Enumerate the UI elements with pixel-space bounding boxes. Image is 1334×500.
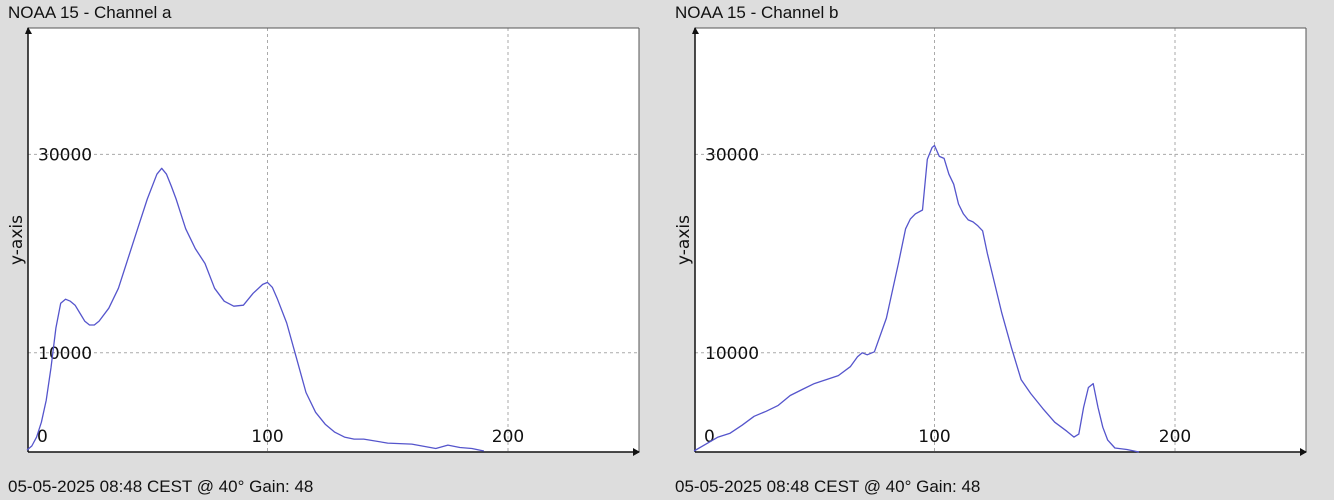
x-axis-arrow-icon	[633, 448, 640, 456]
y-tick-label: 30000	[705, 145, 759, 165]
y-axis-label: y-axis	[7, 215, 27, 265]
x-tick-label: 0	[704, 427, 715, 447]
chart-plot-channel-a: 0 100 200 10000 30000 y-axis	[7, 27, 640, 456]
x-tick-label: 200	[492, 427, 524, 447]
series-line	[693, 144, 1140, 453]
plot-area	[695, 28, 1306, 452]
y-axis-arrow-icon	[25, 27, 32, 34]
y-axis-label: y-axis	[674, 215, 694, 265]
chart-panel-channel-a: 0 100 200 10000 30000 y-axis NOAA 15 - Channe…	[7, 3, 640, 496]
x-tick-label: 200	[1159, 427, 1191, 447]
y-tick-label: 30000	[38, 145, 92, 165]
chart-plot-channel-b: 0 100 200 10000 30000 y-axis	[674, 27, 1307, 456]
chart-title: NOAA 15 - Channel b	[675, 3, 839, 22]
series-line	[26, 167, 485, 452]
chart-title: NOAA 15 - Channel a	[8, 3, 172, 22]
x-tick-label: 100	[918, 427, 950, 447]
y-tick-label: 10000	[38, 344, 92, 364]
chart-panel-channel-b: 0 100 200 10000 30000 y-axis NOAA 15 - Channe…	[667, 0, 1334, 500]
x-tick-label: 100	[251, 427, 283, 447]
x-tick-label: 0	[37, 427, 48, 447]
y-tick-label: 10000	[705, 344, 759, 364]
x-axis-arrow-icon	[1300, 448, 1307, 456]
chart-footer: 05-05-2025 08:48 CEST @ 40° Gain: 48	[675, 477, 981, 496]
y-axis-arrow-icon	[692, 27, 699, 34]
plot-area	[28, 28, 639, 452]
chart-footer: 05-05-2025 08:48 CEST @ 40° Gain: 48	[8, 477, 314, 496]
